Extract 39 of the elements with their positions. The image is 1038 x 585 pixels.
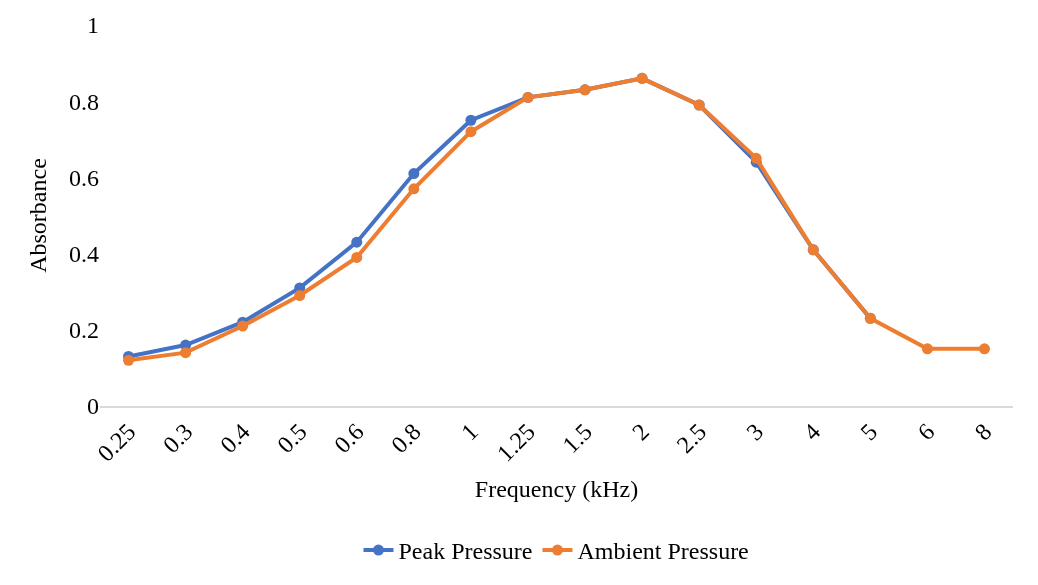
x-tick-label: 4 — [798, 418, 826, 446]
x-tick-label: 0.4 — [215, 418, 255, 459]
y-axis-title: Absorbance — [25, 158, 52, 273]
point — [123, 354, 135, 366]
point — [750, 152, 762, 164]
point — [978, 343, 990, 355]
y-tick-label: 1 — [87, 12, 99, 39]
y-tick-label: 0.4 — [69, 241, 99, 267]
point — [921, 343, 933, 355]
x-axis-title: Frequency (kHz) — [474, 476, 639, 503]
point — [294, 290, 306, 302]
point — [351, 236, 363, 248]
x-tick-label: 3 — [741, 418, 769, 446]
x-tick-label: 1 — [456, 418, 483, 446]
x-tick-label: 1.25 — [491, 418, 540, 467]
x-tick-label: 5 — [855, 418, 883, 446]
x-tick-label: 0.6 — [329, 418, 369, 459]
point — [237, 320, 249, 332]
point — [408, 183, 420, 195]
y-tick-label: 0 — [87, 393, 99, 420]
x-tick-label: 6 — [912, 418, 940, 446]
y-tick-label: 0.2 — [69, 317, 99, 344]
legend-label: Ambient Pressure — [577, 538, 749, 565]
x-tick-label: 2 — [627, 418, 655, 446]
y-tick-label: 0.8 — [69, 88, 99, 115]
x-tick-label: 0.5 — [272, 418, 312, 459]
point — [180, 347, 192, 359]
point — [408, 168, 420, 180]
x-tick-label: 0.8 — [386, 418, 426, 459]
legend-label: Peak Pressure — [398, 538, 533, 565]
point — [465, 114, 477, 126]
x-tick-label: 0.3 — [158, 418, 198, 459]
point — [465, 126, 477, 138]
point — [351, 251, 363, 263]
x-tick-label: 8 — [969, 418, 997, 446]
x-tick-label: 2.5 — [671, 418, 712, 459]
y-tick-label: 0.6 — [69, 164, 99, 191]
x-tick-label: 0.25 — [92, 418, 141, 467]
x-tick-label: 1.5 — [557, 418, 598, 459]
